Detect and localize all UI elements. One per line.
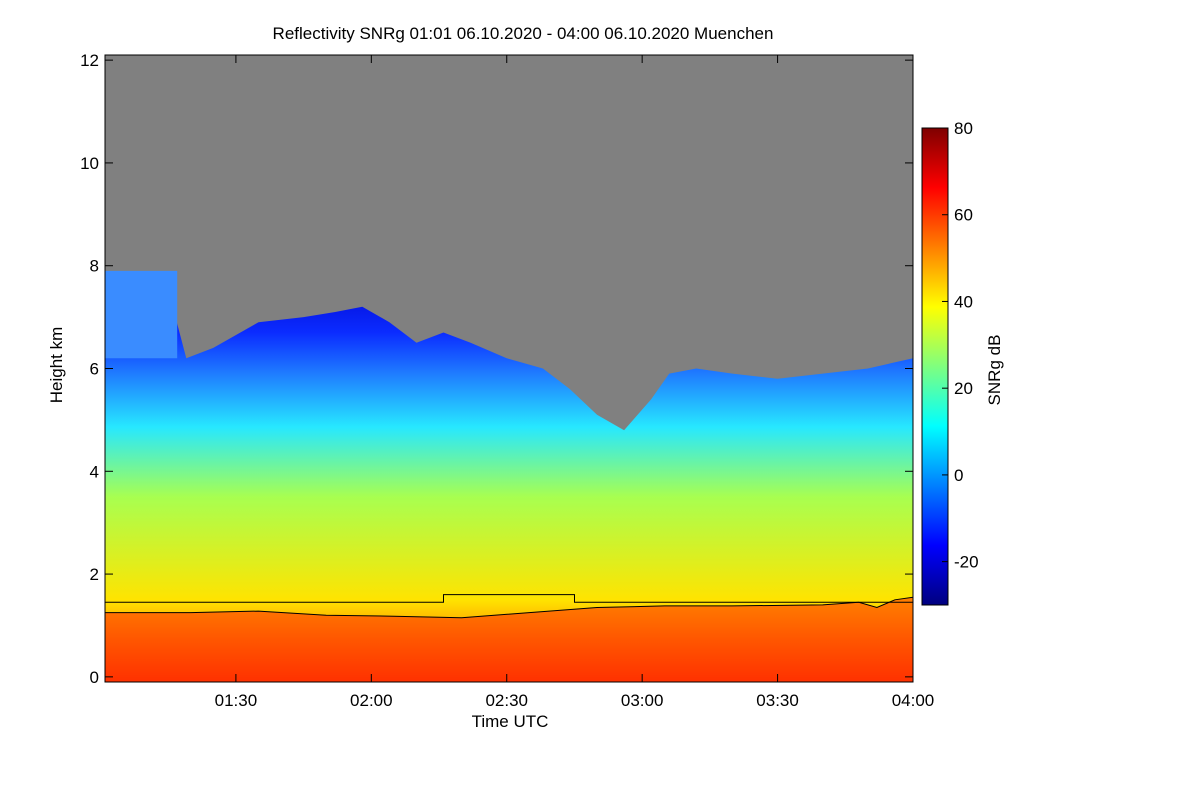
colorbar-tick-label: -20: [954, 553, 979, 572]
y-tick-label: 10: [80, 154, 99, 173]
colorbar-label: SNRg dB: [985, 335, 1004, 406]
y-axis: 0 2 4 6 8 10 12: [80, 51, 913, 687]
cloud-reflectivity-area: [105, 270, 913, 682]
y-axis-label: Height km: [47, 327, 66, 404]
y-tick-label: 12: [80, 51, 99, 70]
chart-title: Reflectivity SNRg 01:01 06.10.2020 - 04:…: [273, 24, 774, 43]
x-tick-label: 04:00: [892, 691, 935, 710]
colorbar-tick-label: 0: [954, 466, 963, 485]
y-tick-label: 6: [90, 360, 99, 379]
y-tick-label: 0: [90, 668, 99, 687]
mixing-layer-line: [105, 594, 913, 603]
x-axis: 01:30 02:00 02:30 03:00 03:30 04:00: [215, 55, 935, 710]
x-tick-label: 02:30: [485, 691, 528, 710]
colorbar-tick-label: 60: [954, 206, 973, 225]
x-tick-label: 03:30: [756, 691, 799, 710]
x-tick-label: 03:00: [621, 691, 664, 710]
x-tick-label: 02:00: [350, 691, 393, 710]
x-axis-label: Time UTC: [472, 712, 549, 731]
low-red-band: [105, 597, 913, 682]
colorbar: [921, 127, 949, 606]
upper-cloud-layer: [105, 270, 178, 359]
y-tick-label: 8: [90, 257, 99, 276]
y-tick-label: 4: [90, 462, 99, 481]
colorbar-tick-label: 20: [954, 379, 973, 398]
cloud-base-line: [105, 596, 913, 619]
y-tick-label: 2: [90, 565, 99, 584]
x-tick-label: 01:30: [215, 691, 258, 710]
colorbar-tick-label: 40: [954, 292, 973, 311]
plot-area: [105, 55, 913, 682]
colorbar-tick-label: 80: [954, 119, 973, 138]
colorbar-axis: -20 0 20 40 60 80: [942, 119, 979, 572]
